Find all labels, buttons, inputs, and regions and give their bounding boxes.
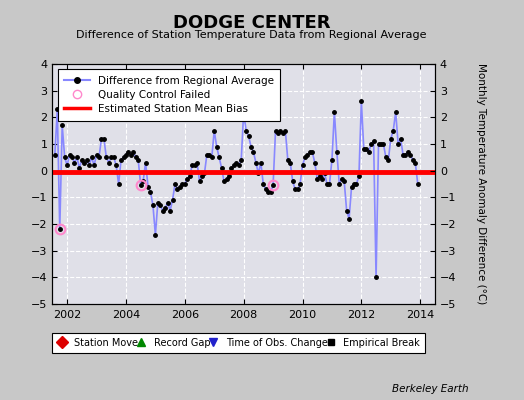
Text: Difference of Station Temperature Data from Regional Average: Difference of Station Temperature Data f… xyxy=(77,30,427,40)
Text: DODGE CENTER: DODGE CENTER xyxy=(173,14,330,32)
Legend: Station Move, Record Gap, Time of Obs. Change, Empirical Break: Station Move, Record Gap, Time of Obs. C… xyxy=(52,334,425,353)
Legend: Difference from Regional Average, Quality Control Failed, Estimated Station Mean: Difference from Regional Average, Qualit… xyxy=(58,69,280,121)
Text: Berkeley Earth: Berkeley Earth xyxy=(392,384,469,394)
Y-axis label: Monthly Temperature Anomaly Difference (°C): Monthly Temperature Anomaly Difference (… xyxy=(476,63,486,305)
